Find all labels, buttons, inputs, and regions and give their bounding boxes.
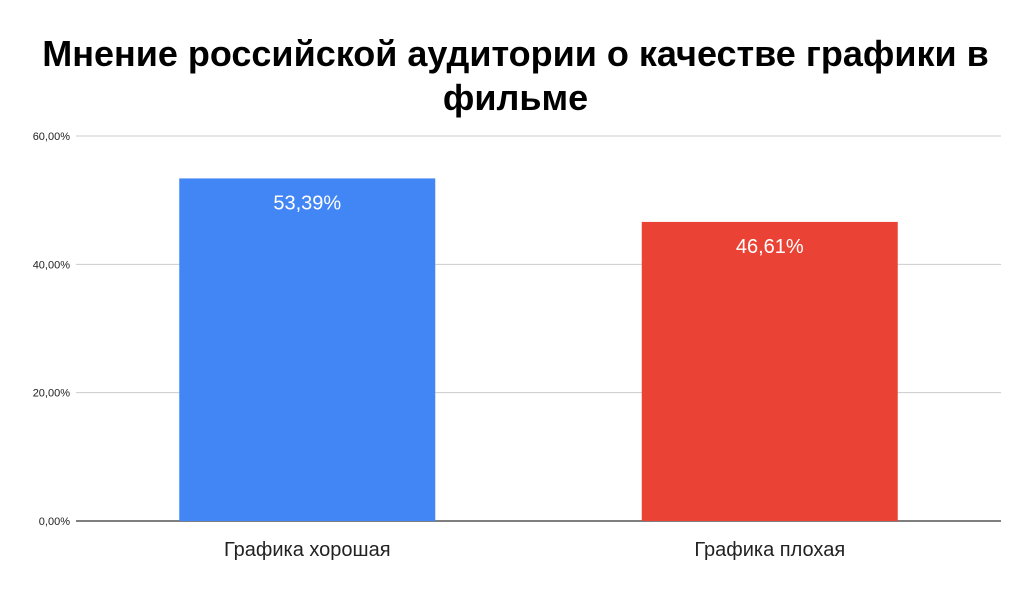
x-category-label: Графика хорошая xyxy=(224,539,391,561)
x-axis-category-labels: Графика хорошая Графика плохая xyxy=(224,539,845,561)
y-tick-label: 0,00% xyxy=(39,516,70,528)
bar xyxy=(641,221,898,521)
x-category-label: Графика плохая xyxy=(694,539,845,561)
y-tick-label: 20,00% xyxy=(33,388,71,400)
bar xyxy=(179,178,436,521)
bars xyxy=(179,178,898,521)
y-tick-label: 60,00% xyxy=(33,131,71,143)
chart-title: Мнение российской аудитории о качестве г… xyxy=(42,33,989,118)
y-axis-tick-labels: 0,00% 20,00% 40,00% 60,00% xyxy=(33,131,71,528)
bar-data-label: 46,61% xyxy=(736,236,804,258)
y-tick-label: 40,00% xyxy=(33,259,71,271)
data-labels: 53,39% 46,61% xyxy=(273,192,804,258)
bar-data-label: 53,39% xyxy=(273,192,341,214)
